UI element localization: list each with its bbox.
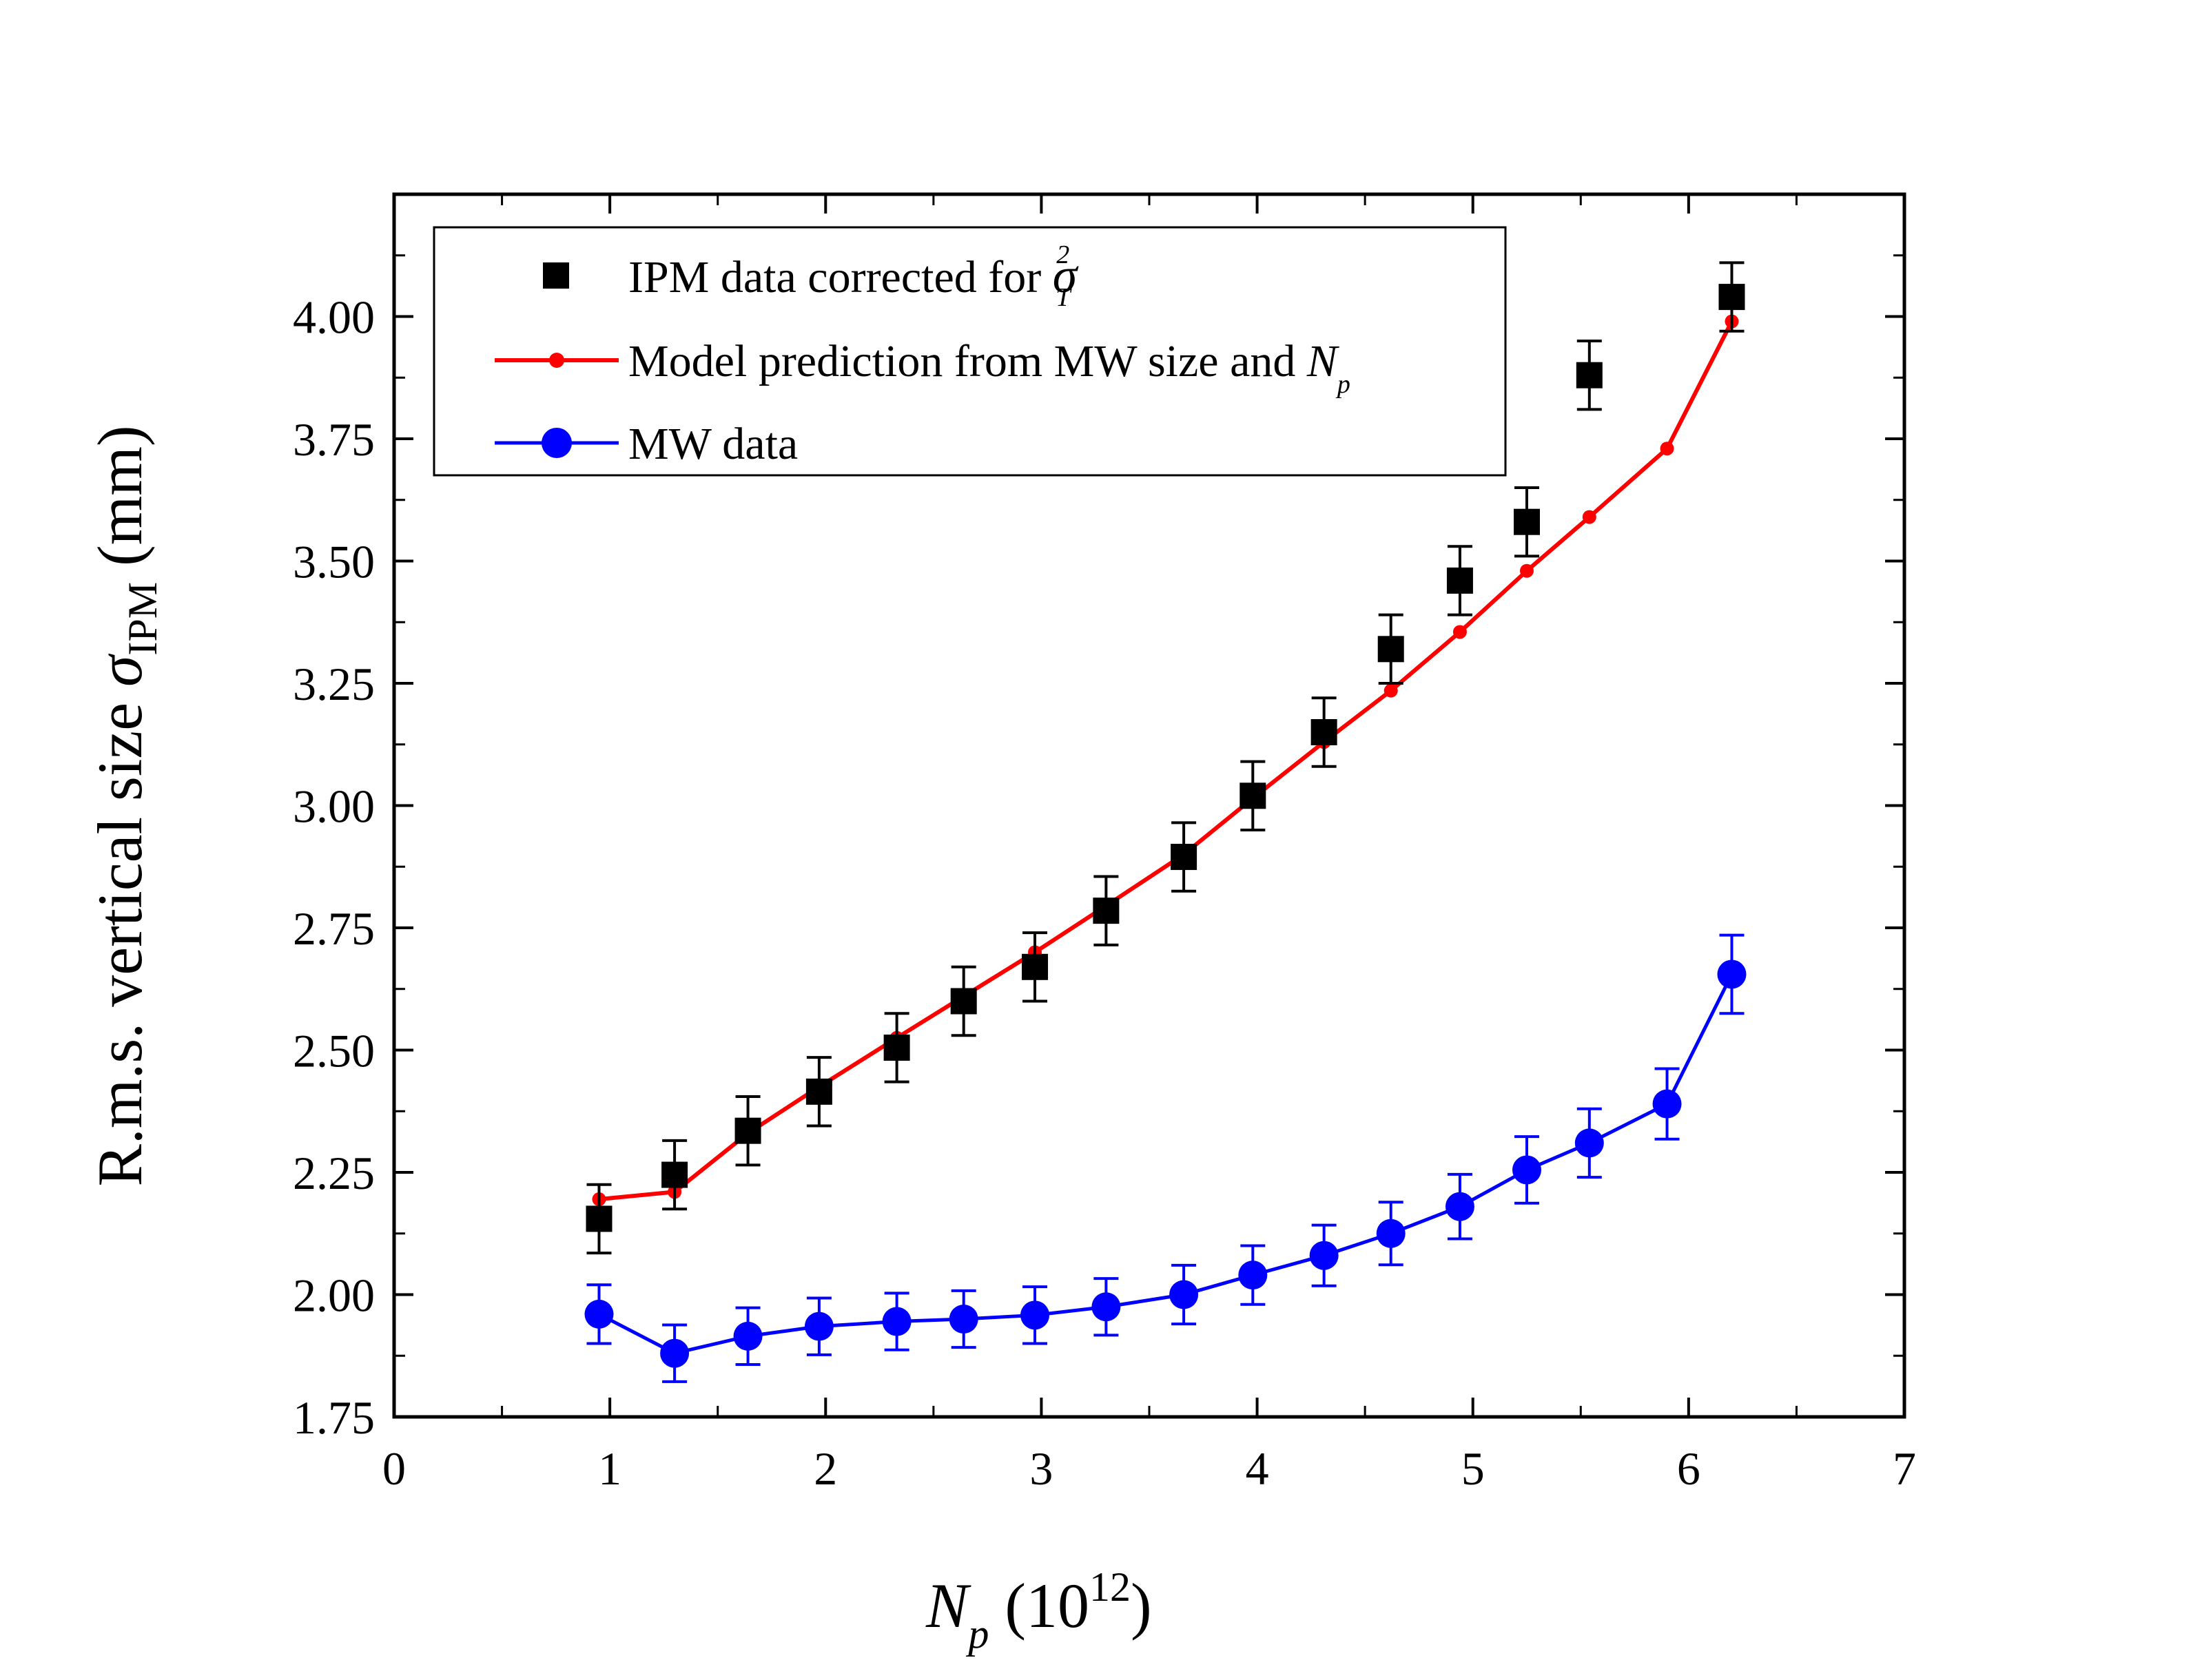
legend-box	[433, 226, 1507, 477]
legend-label-model: Model prediction from MW size and Np	[628, 336, 1350, 399]
data-point-square	[1171, 844, 1197, 871]
y-tick-label: 3.50	[293, 536, 375, 588]
data-point-circle	[584, 1299, 614, 1329]
data-point-square	[883, 1034, 910, 1061]
data-point-square	[805, 1078, 832, 1105]
data-point-dot	[1660, 442, 1674, 456]
y-axis-title: R.m.s. vertical size σIPM (mm)	[85, 425, 165, 1186]
x-tick-label: 4	[1246, 1442, 1269, 1495]
series-0	[586, 261, 1745, 1255]
legend-marker-dot	[549, 353, 564, 368]
data-point-circle	[1376, 1218, 1406, 1248]
y-tick-label: 3.25	[293, 658, 375, 710]
data-point-circle	[733, 1321, 763, 1351]
legend-label-mw: MW data	[628, 419, 798, 469]
data-point-circle	[1169, 1280, 1199, 1309]
data-point-circle	[949, 1305, 978, 1334]
y-tick-label: 1.75	[293, 1391, 375, 1444]
y-tick-label: 2.75	[293, 902, 375, 955]
x-tick-label: 0	[382, 1442, 406, 1495]
y-tick-label: 3.00	[293, 780, 375, 833]
axis-ticks: 0 1 2 3 4 5 6 7 1.75 2.00 2.25 2.50 2.75 3.00 3.25 3.50…	[293, 194, 1916, 1495]
legend-label-ipm: IPM data corrected for σ2 T	[628, 240, 1079, 312]
data-point-square	[1093, 898, 1120, 924]
x-tick-label: 2	[814, 1442, 837, 1495]
data-point-circle	[1020, 1300, 1050, 1330]
data-point-circle	[1238, 1261, 1268, 1290]
legend-marker-circle	[542, 428, 572, 458]
data-point-circle	[1091, 1292, 1121, 1322]
y-tick-label: 4.00	[293, 291, 375, 344]
x-tick-label: 3	[1029, 1442, 1053, 1495]
x-axis-title: Np (1012)	[925, 1564, 1152, 1657]
legend: IPM data corrected for σ2 T Model predict…	[433, 226, 1507, 477]
y-tick-label: 3.75	[293, 413, 375, 466]
data-point-dot	[1383, 683, 1398, 698]
data-point-circle	[1512, 1155, 1541, 1185]
data-point-circle	[660, 1338, 690, 1368]
x-tick-label: 7	[1893, 1442, 1916, 1495]
y-tick-label: 2.25	[293, 1147, 375, 1199]
data-point-dot	[1520, 563, 1534, 578]
data-point-square	[1514, 508, 1540, 535]
data-point-circle	[1309, 1241, 1339, 1270]
legend-entry-ipm: IPM data corrected for σ2 T	[543, 240, 1079, 312]
data-point-circle	[1445, 1192, 1474, 1221]
data-point-square	[734, 1117, 761, 1144]
x-tick-label: 6	[1677, 1442, 1700, 1495]
data-point-square	[1377, 636, 1404, 663]
data-point-square	[1022, 953, 1049, 980]
data-point-circle	[1652, 1089, 1682, 1119]
data-point-square	[1239, 782, 1266, 809]
series-line	[598, 973, 1734, 1356]
data-point-circle	[1717, 960, 1747, 989]
data-point-square	[1446, 567, 1473, 594]
data-point-dot	[1582, 510, 1596, 524]
series-layer	[584, 261, 1747, 1383]
y-tick-label: 2.00	[293, 1269, 375, 1322]
data-point-square	[950, 988, 977, 1015]
legend-entry-mw: MW data	[495, 419, 798, 469]
data-point-square	[1718, 284, 1745, 311]
x-tick-label: 5	[1461, 1442, 1485, 1495]
data-point-square	[661, 1161, 688, 1188]
legend-marker-square	[543, 262, 569, 289]
data-point-square	[1576, 362, 1603, 388]
data-point-dot	[1452, 625, 1467, 639]
data-point-square	[586, 1205, 613, 1232]
x-tick-label: 1	[598, 1442, 621, 1495]
data-point-circle	[1574, 1128, 1604, 1158]
data-point-circle	[882, 1307, 912, 1336]
data-point-square	[1310, 719, 1337, 745]
series-2	[584, 933, 1747, 1383]
data-point-circle	[804, 1311, 834, 1341]
legend-entry-model: Model prediction from MW size and Np	[495, 336, 1350, 399]
y-tick-label: 2.50	[293, 1025, 375, 1077]
